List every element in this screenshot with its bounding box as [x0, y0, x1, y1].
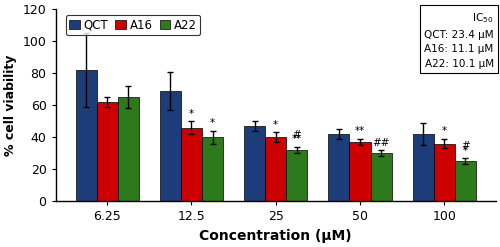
X-axis label: Concentration (μM): Concentration (μM) — [200, 229, 352, 243]
Bar — [96, 102, 118, 201]
Text: *: * — [462, 146, 468, 156]
Bar — [370, 153, 392, 201]
Bar — [350, 142, 370, 201]
Text: *: * — [210, 118, 215, 128]
Text: *: * — [273, 120, 278, 130]
Bar — [286, 150, 308, 201]
Text: #: # — [461, 141, 469, 151]
Bar — [412, 134, 434, 201]
Bar — [160, 91, 181, 201]
Bar — [76, 70, 96, 201]
Text: *: * — [442, 126, 447, 136]
Bar — [455, 161, 476, 201]
Text: IC$_{50}$
QCT: 23.4 μM
A16: 11.1 μM
A22: 10.1 μM: IC$_{50}$ QCT: 23.4 μM A16: 11.1 μM A22:… — [424, 11, 494, 69]
Bar — [181, 128, 202, 201]
Bar — [328, 134, 349, 201]
Bar — [434, 144, 455, 201]
Bar — [244, 126, 265, 201]
Text: #: # — [292, 130, 301, 140]
Text: *: * — [189, 109, 194, 119]
Bar — [202, 137, 223, 201]
Text: ##: ## — [372, 138, 390, 148]
Text: **: ** — [355, 126, 365, 136]
Legend: QCT, A16, A22: QCT, A16, A22 — [66, 15, 200, 35]
Text: **: ** — [292, 134, 302, 144]
Bar — [265, 137, 286, 201]
Bar — [118, 97, 139, 201]
Y-axis label: % cell viability: % cell viability — [4, 55, 17, 156]
